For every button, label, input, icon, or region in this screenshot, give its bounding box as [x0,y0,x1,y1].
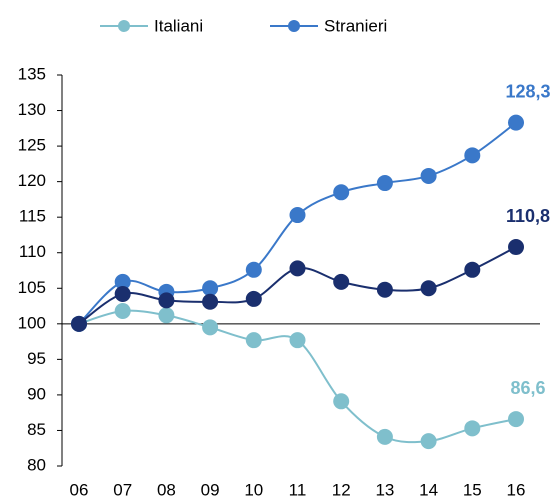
data-point [289,260,306,277]
data-point [376,281,393,298]
data-point [202,293,219,310]
data-point [420,433,437,450]
x-tick-label: 12 [332,480,351,499]
data-point [289,207,306,224]
x-tick-label: 06 [70,480,89,499]
y-tick-label: 80 [27,455,46,474]
x-tick-label: 15 [463,480,482,499]
data-point [333,273,350,290]
y-tick-label: 85 [27,420,46,439]
data-point [464,147,481,164]
x-tick-label: 10 [244,480,263,499]
x-tick-label: 08 [157,480,176,499]
data-point [245,261,262,278]
data-point [333,184,350,201]
data-point [508,411,524,428]
x-tick-label: 11 [289,480,307,499]
data-point [420,280,437,297]
series-line [78,309,517,444]
data-point [464,261,481,278]
data-label: 110,8 [506,206,550,226]
data-point [114,285,131,302]
y-tick-label: 130 [18,100,46,119]
series-line [78,121,517,325]
legend-marker [118,20,130,32]
y-tick-label: 110 [19,242,46,261]
y-tick-label: 100 [18,313,46,332]
data-point [245,332,262,349]
data-point [202,280,219,297]
data-point [158,292,175,309]
x-tick-label: 13 [375,480,394,499]
legend-marker [288,20,300,32]
y-tick-label: 95 [27,349,46,368]
data-point [114,273,131,290]
data-point [333,393,350,410]
data-point [376,175,393,192]
x-tick-label: 16 [507,480,526,499]
legend-label: Italiani [154,16,203,35]
data-label: 128,3 [505,81,550,101]
x-tick-label: 09 [201,480,220,499]
data-point [376,428,393,445]
data-point [114,303,131,320]
y-tick-label: 135 [18,64,46,83]
data-label: 86,6 [510,378,545,398]
data-point [289,332,306,349]
y-tick-label: 115 [19,207,46,226]
data-point [245,290,262,307]
data-point [71,315,87,332]
legend-label: Stranieri [324,16,387,35]
y-tick-label: 105 [18,278,46,297]
data-point [464,420,481,437]
data-point [508,114,524,131]
y-tick-label: 90 [27,384,46,403]
x-tick-label: 14 [419,480,438,499]
data-point [202,319,219,336]
data-point [420,167,437,184]
y-tick-label: 120 [18,171,46,190]
data-point [158,307,175,324]
y-tick-label: 125 [18,136,46,155]
x-tick-label: 07 [113,480,132,499]
data-point [508,239,524,256]
